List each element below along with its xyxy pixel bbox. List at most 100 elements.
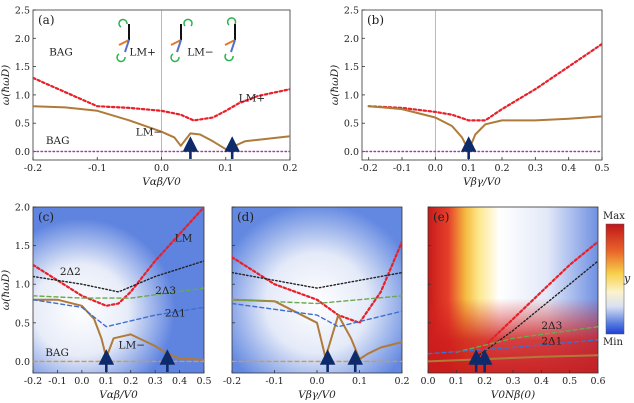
annotation-label: BAG xyxy=(46,135,70,147)
annotation-label: LM+ xyxy=(239,93,266,105)
series-21-line xyxy=(232,302,402,328)
y-tick-label: 0.5 xyxy=(344,119,359,130)
y-tick-label: 2.5 xyxy=(344,6,359,17)
annotation-label: 2Δ3 xyxy=(541,320,562,332)
y-tick-label: 1.5 xyxy=(344,62,359,73)
y-tick-label: 1.5 xyxy=(15,241,30,252)
x-tick-label: -0.1 xyxy=(265,376,283,387)
x-tick-label: -0.1 xyxy=(48,376,66,387)
panel-label: (b) xyxy=(367,13,384,27)
y-tick-label: 1.0 xyxy=(15,90,30,101)
x-axis-label: Vβγ/V0 xyxy=(298,389,336,401)
series-lower-line xyxy=(367,105,602,152)
charts-layer: -0.2 -0.1 0.0 0.1 0.2 0.0 0.5 1.0 1.5 2.0 2.5 Vαβ/V… xyxy=(0,6,610,402)
x-tick-label: 0.0 xyxy=(420,376,435,387)
series-lower-line xyxy=(428,354,598,363)
x-tick-label: -0.2 xyxy=(223,376,241,387)
panel-label: (a) xyxy=(38,13,55,27)
y-tick-label: 0.0 xyxy=(15,147,30,158)
x-tick-label: 0.0 xyxy=(154,163,169,174)
annotation-label: 2Δ2 xyxy=(60,266,81,278)
panel-frame xyxy=(361,9,603,161)
x-tick-label: 0.1 xyxy=(218,163,233,174)
series-group xyxy=(232,240,402,363)
series-22-line xyxy=(232,271,402,289)
annotation-label: BAG xyxy=(49,46,73,58)
series-upper-line xyxy=(469,240,598,363)
x-tick-label: 0.1 xyxy=(352,376,367,387)
x-tick-label: 0.4 xyxy=(534,376,549,387)
x-tick-label: 0.3 xyxy=(148,376,163,387)
y-tick-label: 1.5 xyxy=(15,62,30,73)
panel-frame xyxy=(32,206,205,374)
lm-plus-vector-icon xyxy=(170,18,193,63)
x-axis-label: V0Nβ(0) xyxy=(491,389,535,401)
series-21-line xyxy=(428,339,598,355)
x-tick-label: 0.3 xyxy=(505,376,520,387)
series-22-line xyxy=(33,260,204,293)
x-tick-label: -0.2 xyxy=(24,376,42,387)
x-tick-label: 0.1 xyxy=(449,376,464,387)
y-axis-label: ω(ħωD) xyxy=(0,270,12,311)
series-group xyxy=(428,240,598,363)
x-tick-label: 0.2 xyxy=(477,376,492,387)
y-axis-label: ω(ħωD) xyxy=(329,65,341,106)
x-tick-label: -0.2 xyxy=(24,163,42,174)
series-upper-line xyxy=(367,42,602,122)
panel-label: (d) xyxy=(237,210,254,224)
y-tick-label: 0.0 xyxy=(15,357,30,368)
series-lm-line xyxy=(33,105,290,151)
x-tick-label: 0.1 xyxy=(461,163,476,174)
series-lm-line xyxy=(33,207,204,307)
x-axis-label: Vαβ/V0 xyxy=(142,176,181,188)
x-tick-label: 0.2 xyxy=(282,163,297,174)
x-tick-label: 0.5 xyxy=(562,376,577,387)
y-tick-label: 1.0 xyxy=(344,90,359,101)
panel-label: (e) xyxy=(433,210,449,224)
panel-b: -0.2 -0.1 0.0 0.1 0.2 0.3 0.4 0.5 0.0 0.5 1.0 1.5 2.… xyxy=(329,6,610,189)
annotation-label: LM+ xyxy=(129,46,156,58)
x-tick-label: 0.0 xyxy=(428,163,443,174)
heatmap-d-bg xyxy=(232,207,402,373)
panel-e: 0.0 0.1 0.2 0.3 0.4 0.5 0.6 V0Nβ(0) (e) 2Δ3 2Δ1 xyxy=(420,206,606,401)
panel-a: -0.2 -0.1 0.0 0.1 0.2 0.0 0.5 1.0 1.5 2.0 2.5 Vαβ/V… xyxy=(0,6,298,189)
x-axis-label: Vαβ/V0 xyxy=(99,389,138,401)
x-tick-label: 0.5 xyxy=(594,163,609,174)
annotation-label: 2Δ1 xyxy=(541,335,562,347)
x-tick-label: -0.2 xyxy=(360,163,378,174)
series-lm-line xyxy=(33,76,290,122)
x-tick-label: 0.0 xyxy=(74,376,89,387)
series-group xyxy=(33,76,290,153)
x-tick-label: 0.4 xyxy=(172,376,187,387)
annotation-label: LM− xyxy=(187,46,214,58)
annotation-label: LM− xyxy=(136,127,163,139)
x-tick-label: -0.1 xyxy=(393,163,411,174)
colorbar-var-label: y xyxy=(623,272,631,285)
x-tick-label: 0.6 xyxy=(590,376,605,387)
colorbar xyxy=(605,223,625,335)
bag-vector-icon xyxy=(116,18,130,63)
x-axis-label: Vβγ/V0 xyxy=(463,176,501,188)
y-tick-label: 2.0 xyxy=(15,203,30,214)
x-tick-label: 0.3 xyxy=(528,163,543,174)
y-tick-label: 0.5 xyxy=(15,318,30,329)
panel-d: -0.2 -0.1 0.0 0.1 0.2 Vβγ/V0 (d) xyxy=(223,206,410,401)
y-tick-label: 1.0 xyxy=(15,280,30,291)
colorbar-max-label: Max xyxy=(603,211,625,222)
annotation-label: BAG xyxy=(45,347,69,359)
x-tick-label: 0.1 xyxy=(99,376,114,387)
x-tick-label: 0.0 xyxy=(309,376,324,387)
series-22-line xyxy=(469,260,598,363)
x-tick-label: 0.5 xyxy=(196,376,211,387)
annotation-label: 2Δ3 xyxy=(155,285,176,297)
x-tick-label: 0.4 xyxy=(561,163,576,174)
annotation-label: LM− xyxy=(119,339,146,351)
colorbar-min-label: Min xyxy=(603,337,623,348)
panel-c: -0.2 -0.1 0.0 0.1 0.2 0.3 0.4 0.5 0.0 0.5 1.0 1.5 2.… xyxy=(0,203,212,402)
series-23-line xyxy=(33,287,204,299)
y-tick-label: 2.5 xyxy=(15,6,30,17)
series-group xyxy=(362,42,602,153)
annotation-label: LM xyxy=(175,233,193,245)
y-tick-label: 2.0 xyxy=(344,34,359,45)
